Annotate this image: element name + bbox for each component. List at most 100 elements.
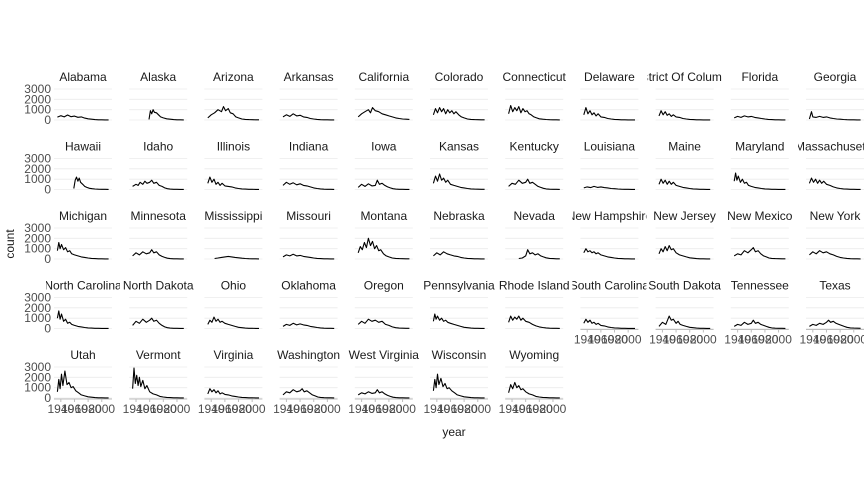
facet-label: Vermont <box>136 348 181 362</box>
x-tick-label: 1940 <box>423 402 450 416</box>
x-tick-label: 2000 <box>88 402 115 416</box>
facet-label: Iowa <box>371 140 397 154</box>
x-tick-label: 2000 <box>239 402 266 416</box>
series-line <box>282 322 335 329</box>
x-tick-label: 1980 <box>827 333 854 347</box>
facet-label: New Mexico <box>727 209 793 223</box>
panel-arkansas: Arkansas <box>279 70 338 121</box>
x-tick-label: 1940 <box>649 333 676 347</box>
series-line <box>809 250 861 260</box>
facet-label: Utah <box>70 348 95 362</box>
facet-label: Kentucky <box>510 140 559 154</box>
facet-label: Wisconsin <box>432 348 487 362</box>
panel-kentucky: Kentucky <box>505 140 564 190</box>
facet-label: Maryland <box>735 140 784 154</box>
facet-label: Michigan <box>59 209 107 223</box>
panel-new-york: New York <box>806 209 864 260</box>
y-tick-label: 2000 <box>24 370 51 384</box>
panel-illinois: Illinois <box>204 140 263 190</box>
series-line <box>132 249 184 260</box>
x-tick-label: 1960 <box>738 333 765 347</box>
x-tick-label: 1960 <box>437 402 464 416</box>
x-tick-label: 1940 <box>198 402 225 416</box>
facet-label: Montana <box>360 209 407 223</box>
series-line <box>508 104 560 121</box>
x-tick-label: 1940 <box>799 333 826 347</box>
x-tick-label: 1940 <box>574 333 601 347</box>
series-line <box>658 245 711 260</box>
x-tick-label: 1960 <box>61 402 88 416</box>
panel-new-hampshire: New Hampshire <box>567 209 653 260</box>
y-axis-title: count <box>3 229 17 259</box>
x-tick-label: 1980 <box>75 402 102 416</box>
series-line <box>808 177 861 190</box>
series-line <box>357 318 410 329</box>
x-tick-label: 1980 <box>376 402 403 416</box>
series-line <box>207 106 259 121</box>
y-tick-label: 3000 <box>24 221 51 235</box>
x-tick-label: 1980 <box>150 402 177 416</box>
panel-colorado: Colorado <box>430 70 488 121</box>
series-line <box>432 173 485 190</box>
panel-new-mexico: New Mexico <box>727 209 793 260</box>
x-tick-label: 1960 <box>287 402 314 416</box>
series-line <box>56 241 109 260</box>
facet-label: California <box>358 70 409 84</box>
panel-idaho: Idaho <box>129 140 188 190</box>
panel-maine: Maine <box>655 140 714 190</box>
series-line <box>432 107 485 121</box>
series-line <box>207 388 259 399</box>
facet-label: Massachusetts <box>795 140 864 154</box>
series-line <box>207 176 259 190</box>
facet-label: Arkansas <box>284 70 334 84</box>
x-tick-label: 2000 <box>840 333 864 347</box>
y-tick-label: 2000 <box>24 92 51 106</box>
facet-label: North Carolina <box>44 279 122 293</box>
panel-district-of-columbia: District Of Columbia <box>648 70 722 121</box>
panel-maryland: Maryland <box>730 140 789 190</box>
panel-kansas: Kansas <box>430 140 488 190</box>
series-line <box>148 109 184 121</box>
facet-label: Ohio <box>221 279 247 293</box>
y-tick-label: 0 <box>44 183 51 197</box>
panel-oklahoma: Oklahoma <box>279 279 338 329</box>
series-line <box>214 255 260 260</box>
series-line <box>73 176 109 190</box>
y-tick-label: 0 <box>44 252 51 266</box>
y-tick-label: 0 <box>44 113 51 127</box>
series-line <box>433 251 485 260</box>
y-tick-label: 1000 <box>24 103 51 117</box>
facet-label: New Hampshire <box>567 209 653 223</box>
series-line <box>56 310 109 329</box>
panel-alaska: Alaska <box>129 70 188 121</box>
facet-label: Alaska <box>140 70 176 84</box>
x-tick-label: 2000 <box>690 333 717 347</box>
facet-label: Florida <box>741 70 778 84</box>
facet-label: Louisiana <box>584 140 636 154</box>
x-tick-label: 2000 <box>164 402 191 416</box>
panel-new-jersey: New Jersey <box>653 209 716 260</box>
series-line <box>658 178 711 190</box>
panel-minnesota: Minnesota <box>129 209 188 260</box>
facet-label: Kansas <box>439 140 479 154</box>
facet-label: Indiana <box>289 140 329 154</box>
facet-label: Idaho <box>143 140 173 154</box>
panel-mississippi: Mississippi <box>204 209 262 260</box>
series-line <box>518 249 560 260</box>
panel-pennsylvania: Pennsylvania <box>423 279 495 329</box>
facet-label: Nevada <box>514 209 556 223</box>
series-line <box>132 317 184 329</box>
x-tick-label: 2000 <box>464 402 491 416</box>
y-tick-label: 2000 <box>24 162 51 176</box>
x-tick-label: 1960 <box>136 402 163 416</box>
y-tick-label: 3000 <box>24 291 51 305</box>
series-line <box>809 319 861 329</box>
